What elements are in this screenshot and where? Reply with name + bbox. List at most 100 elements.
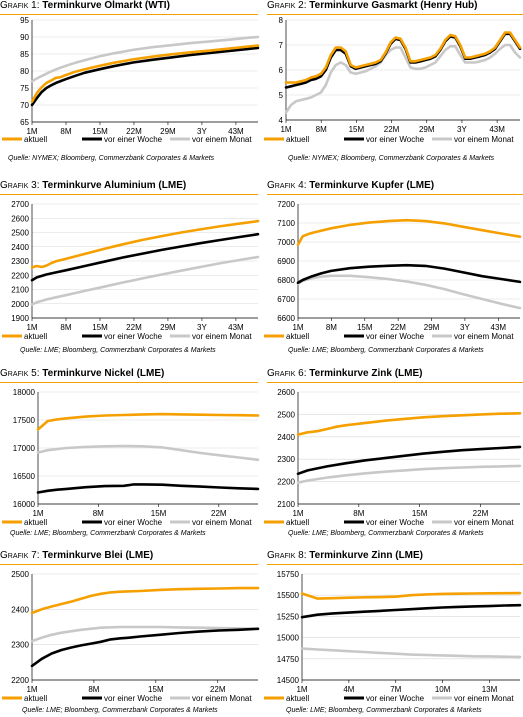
y-tick-label: 2700 bbox=[11, 200, 29, 209]
series-line-vor-einer-woche bbox=[30, 627, 260, 668]
legend-label: vor einer Woche bbox=[104, 694, 163, 703]
source-note: Quelle: LME; Bloomberg, Commerzbank Corp… bbox=[20, 347, 216, 354]
x-tick-label: 1M bbox=[292, 323, 303, 332]
chart-panel-title: Grafik 4: Terminkurve Kupfer (LME) bbox=[267, 180, 434, 191]
x-tick-label: 29M bbox=[160, 323, 176, 332]
x-tick-label: 3Y bbox=[197, 127, 207, 136]
y-tick-label: 6600 bbox=[277, 314, 295, 323]
series-line-vor-einem-monat bbox=[36, 444, 260, 462]
x-tick-label: 8M bbox=[353, 509, 364, 518]
legend-label: aktuell bbox=[286, 332, 309, 341]
y-tick-label: 65 bbox=[20, 118, 29, 127]
source-note: Quelle: LME; Bloomberg, Commerzbank Corp… bbox=[288, 530, 484, 537]
legend-label: vor einem Monat bbox=[454, 518, 514, 527]
chart-panel-5: Grafik 5: Terminkurve Nickel (LME) 16000… bbox=[0, 368, 260, 543]
chart-panel-7: Grafik 7: Terminkurve Blei (LME) 2200 230… bbox=[0, 550, 260, 717]
x-tick-label: 8M bbox=[93, 509, 104, 518]
chart-panel-1: Grafik 1: Terminkurve Ölmarkt (WTI) 65 70… bbox=[0, 0, 260, 175]
source-note: Quelle: LME; Bloomberg, Commerzbank Corp… bbox=[288, 347, 484, 354]
legend-label: vor einem Monat bbox=[192, 135, 252, 144]
chart-panel-name: Terminkurve Zink (LME) bbox=[309, 368, 423, 379]
legend-label: vor einer Woche bbox=[104, 332, 163, 341]
series-line-vor-einem-monat bbox=[30, 35, 260, 83]
y-tick-label: 2200 bbox=[11, 271, 29, 280]
legend-label: vor einer Woche bbox=[104, 135, 163, 144]
y-tick-label: 80 bbox=[20, 67, 29, 76]
y-tick-label: 5 bbox=[279, 91, 284, 100]
x-tick-label: 13M bbox=[482, 685, 498, 694]
series-line-vor-einer-woche bbox=[30, 232, 260, 282]
x-tick-label: 1M bbox=[26, 323, 37, 332]
x-tick-label: 22M bbox=[210, 685, 226, 694]
chart-panel-number: Grafik 3: bbox=[0, 180, 40, 191]
chart-panel-name: Terminkurve Blei (LME) bbox=[42, 550, 154, 561]
y-tick-label: 7000 bbox=[277, 238, 295, 247]
x-tick-label: 15M bbox=[148, 685, 164, 694]
y-tick-label: 15250 bbox=[277, 612, 300, 621]
title-rule bbox=[267, 194, 523, 195]
title-rule bbox=[0, 194, 258, 195]
x-tick-label: 1M bbox=[280, 125, 291, 134]
y-tick-label: 15750 bbox=[277, 570, 300, 579]
y-tick-label: 95 bbox=[20, 16, 29, 25]
y-tick-label: 2300 bbox=[11, 641, 29, 650]
y-tick-label: 6 bbox=[279, 66, 284, 75]
y-tick-label: 14750 bbox=[277, 655, 300, 664]
x-tick-label: 3Y bbox=[457, 125, 467, 134]
y-tick-label: 6700 bbox=[277, 295, 295, 304]
series-line-vor-einer-woche bbox=[296, 445, 522, 476]
y-tick-label: 90 bbox=[20, 33, 29, 42]
y-tick-label: 2500 bbox=[277, 410, 295, 419]
legend-label: vor einer Woche bbox=[366, 518, 425, 527]
x-tick-label: 8M bbox=[326, 323, 337, 332]
y-tick-label: 75 bbox=[20, 84, 29, 93]
y-tick-label: 15500 bbox=[277, 591, 300, 600]
series-line-vor-einer-woche bbox=[296, 263, 522, 285]
legend-label: vor einer Woche bbox=[366, 135, 425, 144]
source-note: Quelle: LME; Bloomberg, Commerzbank Corp… bbox=[10, 530, 206, 537]
legend-label: vor einem Monat bbox=[454, 135, 514, 144]
chart-panel-number: Grafik 4: bbox=[267, 180, 307, 191]
y-tick-label: 16000 bbox=[13, 500, 36, 509]
title-rule bbox=[267, 14, 523, 15]
y-tick-label: 85 bbox=[20, 50, 29, 59]
series-line-aktuell bbox=[284, 31, 522, 84]
title-rule bbox=[267, 564, 523, 565]
x-tick-label: 15M bbox=[357, 323, 373, 332]
y-tick-label: 2100 bbox=[277, 500, 295, 509]
y-tick-label: 2500 bbox=[11, 570, 29, 579]
x-tick-label: 43M bbox=[491, 323, 507, 332]
x-tick-label: 8M bbox=[316, 125, 327, 134]
line-chart: 1900 2000 2100 2200 2300 2400 2500 2600 2700 1M 8M… bbox=[2, 200, 260, 341]
line-chart: 16000 16500 17000 17500 18000 1M 8M 15M 22M aktue… bbox=[2, 388, 260, 527]
series-line-aktuell bbox=[30, 44, 260, 103]
legend-label: vor einer Woche bbox=[366, 694, 425, 703]
title-rule bbox=[267, 382, 523, 383]
title-rule bbox=[0, 564, 258, 565]
y-tick-label: 2100 bbox=[11, 286, 29, 295]
x-tick-label: 22M bbox=[211, 509, 227, 518]
x-tick-label: 22M bbox=[126, 127, 142, 136]
x-tick-label: 1M bbox=[26, 685, 37, 694]
legend-label: vor einem Monat bbox=[192, 518, 252, 527]
source-note: Quelle: LME; Bloomberg, Commerzbank Corp… bbox=[286, 707, 482, 714]
x-tick-label: 1M bbox=[292, 509, 303, 518]
line-chart: 14500 14750 15000 15250 15500 15750 1M 4M 7M 10M 1… bbox=[264, 570, 522, 703]
y-tick-label: 1900 bbox=[11, 314, 29, 323]
series-line-vor-einem-monat bbox=[284, 43, 522, 114]
line-chart: 2100 2200 2300 2400 2500 2600 1M 8M 15M 22M aktuel… bbox=[264, 388, 522, 527]
series-line-vor-einem-monat bbox=[296, 274, 522, 310]
y-tick-label: 2400 bbox=[11, 605, 29, 614]
y-tick-label: 18000 bbox=[13, 388, 36, 397]
x-tick-label: 1M bbox=[296, 685, 307, 694]
x-tick-label: 8M bbox=[88, 685, 99, 694]
x-tick-label: 15M bbox=[92, 127, 108, 136]
series-line-vor-einem-monat bbox=[30, 625, 260, 643]
chart-panel-name: Terminkurve Ölmarkt (WTI) bbox=[42, 0, 170, 11]
series-line-aktuell bbox=[30, 586, 260, 615]
x-tick-label: 3Y bbox=[197, 323, 207, 332]
x-tick-label: 15M bbox=[412, 509, 428, 518]
chart-panel-title: Grafik 8: Terminkurve Zinn (LME) bbox=[267, 550, 423, 561]
x-tick-label: 3Y bbox=[460, 323, 470, 332]
x-tick-label: 7M bbox=[390, 685, 401, 694]
